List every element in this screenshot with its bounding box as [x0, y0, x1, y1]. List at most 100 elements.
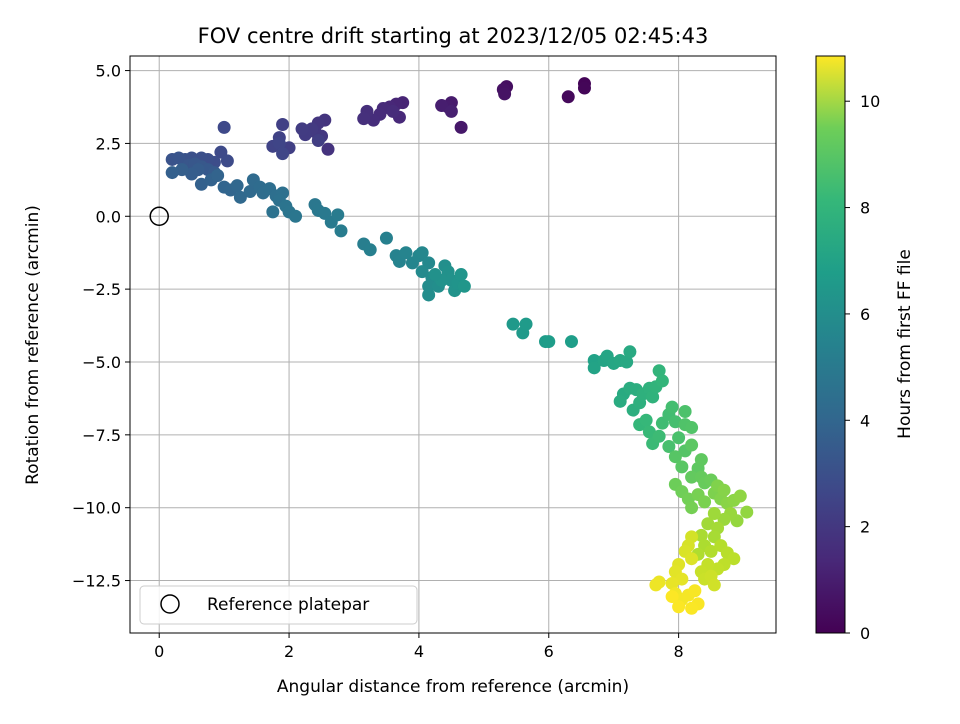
scatter-point — [172, 151, 186, 165]
x-tick-label: 6 — [544, 642, 554, 661]
y-axis-label: Rotation from reference (arcmin) — [23, 205, 43, 485]
scatter-point — [740, 505, 754, 519]
scatter-point — [230, 179, 244, 193]
x-tick-label: 0 — [154, 642, 164, 661]
scatter-point — [289, 209, 303, 223]
scatter-point — [444, 104, 458, 118]
scatter-point — [717, 483, 731, 497]
scatter-point — [685, 438, 699, 452]
scatter-point — [587, 361, 601, 375]
scatter-point — [506, 317, 520, 331]
scatter-point — [564, 335, 578, 349]
scatter-point — [685, 552, 699, 566]
scatter-point — [561, 90, 575, 104]
legend-box — [139, 585, 418, 625]
reference-point-marker — [149, 206, 169, 227]
y-tick-label: 2.5 — [96, 134, 121, 153]
chart-title: FOV centre drift starting at 2023/12/05 … — [198, 24, 709, 48]
colorbar-tick-label: 8 — [860, 199, 870, 218]
scatter-point — [704, 544, 718, 558]
scatter-point — [519, 317, 533, 331]
scatter-point — [185, 167, 199, 181]
scatter-points — [165, 77, 754, 615]
scatter-point — [646, 390, 660, 404]
scatter-point — [688, 584, 702, 598]
scatter-point — [422, 288, 436, 302]
scatter-point — [165, 166, 179, 180]
scatter-point — [363, 243, 377, 257]
scatter-point — [623, 345, 637, 359]
scatter-point — [331, 208, 345, 222]
scatter-point — [665, 400, 679, 414]
scatter-point — [668, 450, 682, 464]
scatter-point — [694, 528, 708, 542]
scatter-point — [733, 489, 747, 503]
scatter-point — [727, 552, 741, 566]
legend-label: Reference platepar — [207, 595, 369, 615]
legend-marker — [160, 594, 180, 614]
x-tick-label: 4 — [414, 642, 424, 661]
scatter-point — [415, 265, 429, 279]
colorbar-ticks: 0 2 4 6 8 10 — [845, 92, 880, 643]
grid-lines — [130, 56, 776, 633]
scatter-point — [399, 246, 413, 260]
scatter-point — [685, 421, 699, 435]
scatter-point — [665, 590, 679, 604]
scatter-point — [678, 405, 692, 419]
scatter-point — [243, 185, 257, 199]
scatter-point — [386, 104, 400, 118]
scatter-point — [620, 355, 634, 369]
y-tick-label: −12.5 — [72, 572, 121, 591]
y-tick-label: −7.5 — [82, 426, 121, 445]
scatter-point — [675, 460, 689, 474]
scatter-point — [415, 246, 429, 260]
plot-frame — [129, 55, 777, 634]
y-axis-ticks: 5.0 2.5 0.0 −2.5 −5.0 −7.5 −10.0 −12.5 — [72, 62, 130, 591]
scatter-point — [672, 431, 686, 445]
scatter-point — [685, 501, 699, 515]
colorbar-tick-label: 2 — [860, 518, 870, 537]
scatter-point — [685, 601, 699, 615]
y-tick-label: 5.0 — [96, 62, 121, 81]
colorbar — [815, 55, 846, 634]
scatter-point — [220, 154, 234, 168]
scatter-point — [266, 205, 280, 219]
y-tick-label: −2.5 — [82, 280, 121, 299]
scatter-point — [276, 147, 290, 161]
scatter-point — [694, 453, 708, 467]
scatter-point — [357, 112, 371, 126]
scatter-point — [685, 470, 699, 484]
x-tick-label: 8 — [674, 642, 684, 661]
scatter-point — [276, 117, 290, 131]
scatter-point — [457, 279, 471, 293]
scatter-point — [649, 578, 663, 592]
scatter-point — [577, 81, 591, 95]
x-axis-label: Angular distance from reference (arcmin) — [277, 677, 629, 697]
scatter-point — [321, 142, 335, 156]
x-axis-ticks: 0 2 4 6 8 — [154, 633, 684, 661]
scatter-point — [655, 374, 669, 388]
scatter-point — [311, 134, 325, 148]
scatter-point — [334, 224, 348, 238]
scatter-point — [639, 413, 653, 427]
scatter-point — [379, 231, 393, 245]
scatter-point — [428, 268, 442, 282]
scatter-point — [652, 429, 666, 443]
x-tick-label: 2 — [284, 642, 294, 661]
scatter-point — [662, 439, 676, 453]
scatter-point — [217, 120, 231, 134]
colorbar-tick-label: 6 — [860, 305, 870, 324]
y-tick-label: 0.0 — [96, 207, 121, 226]
scatter-point — [665, 576, 679, 590]
scatter-point — [435, 99, 449, 113]
scatter-point — [642, 425, 656, 439]
scatter-point — [295, 122, 309, 136]
scatter-point — [707, 578, 721, 592]
colorbar-label: Hours from first FF file — [895, 249, 915, 439]
scatter-point — [211, 168, 225, 182]
scatter-point — [454, 268, 468, 282]
scatter-point — [498, 87, 512, 101]
y-tick-label: −10.0 — [72, 499, 121, 518]
